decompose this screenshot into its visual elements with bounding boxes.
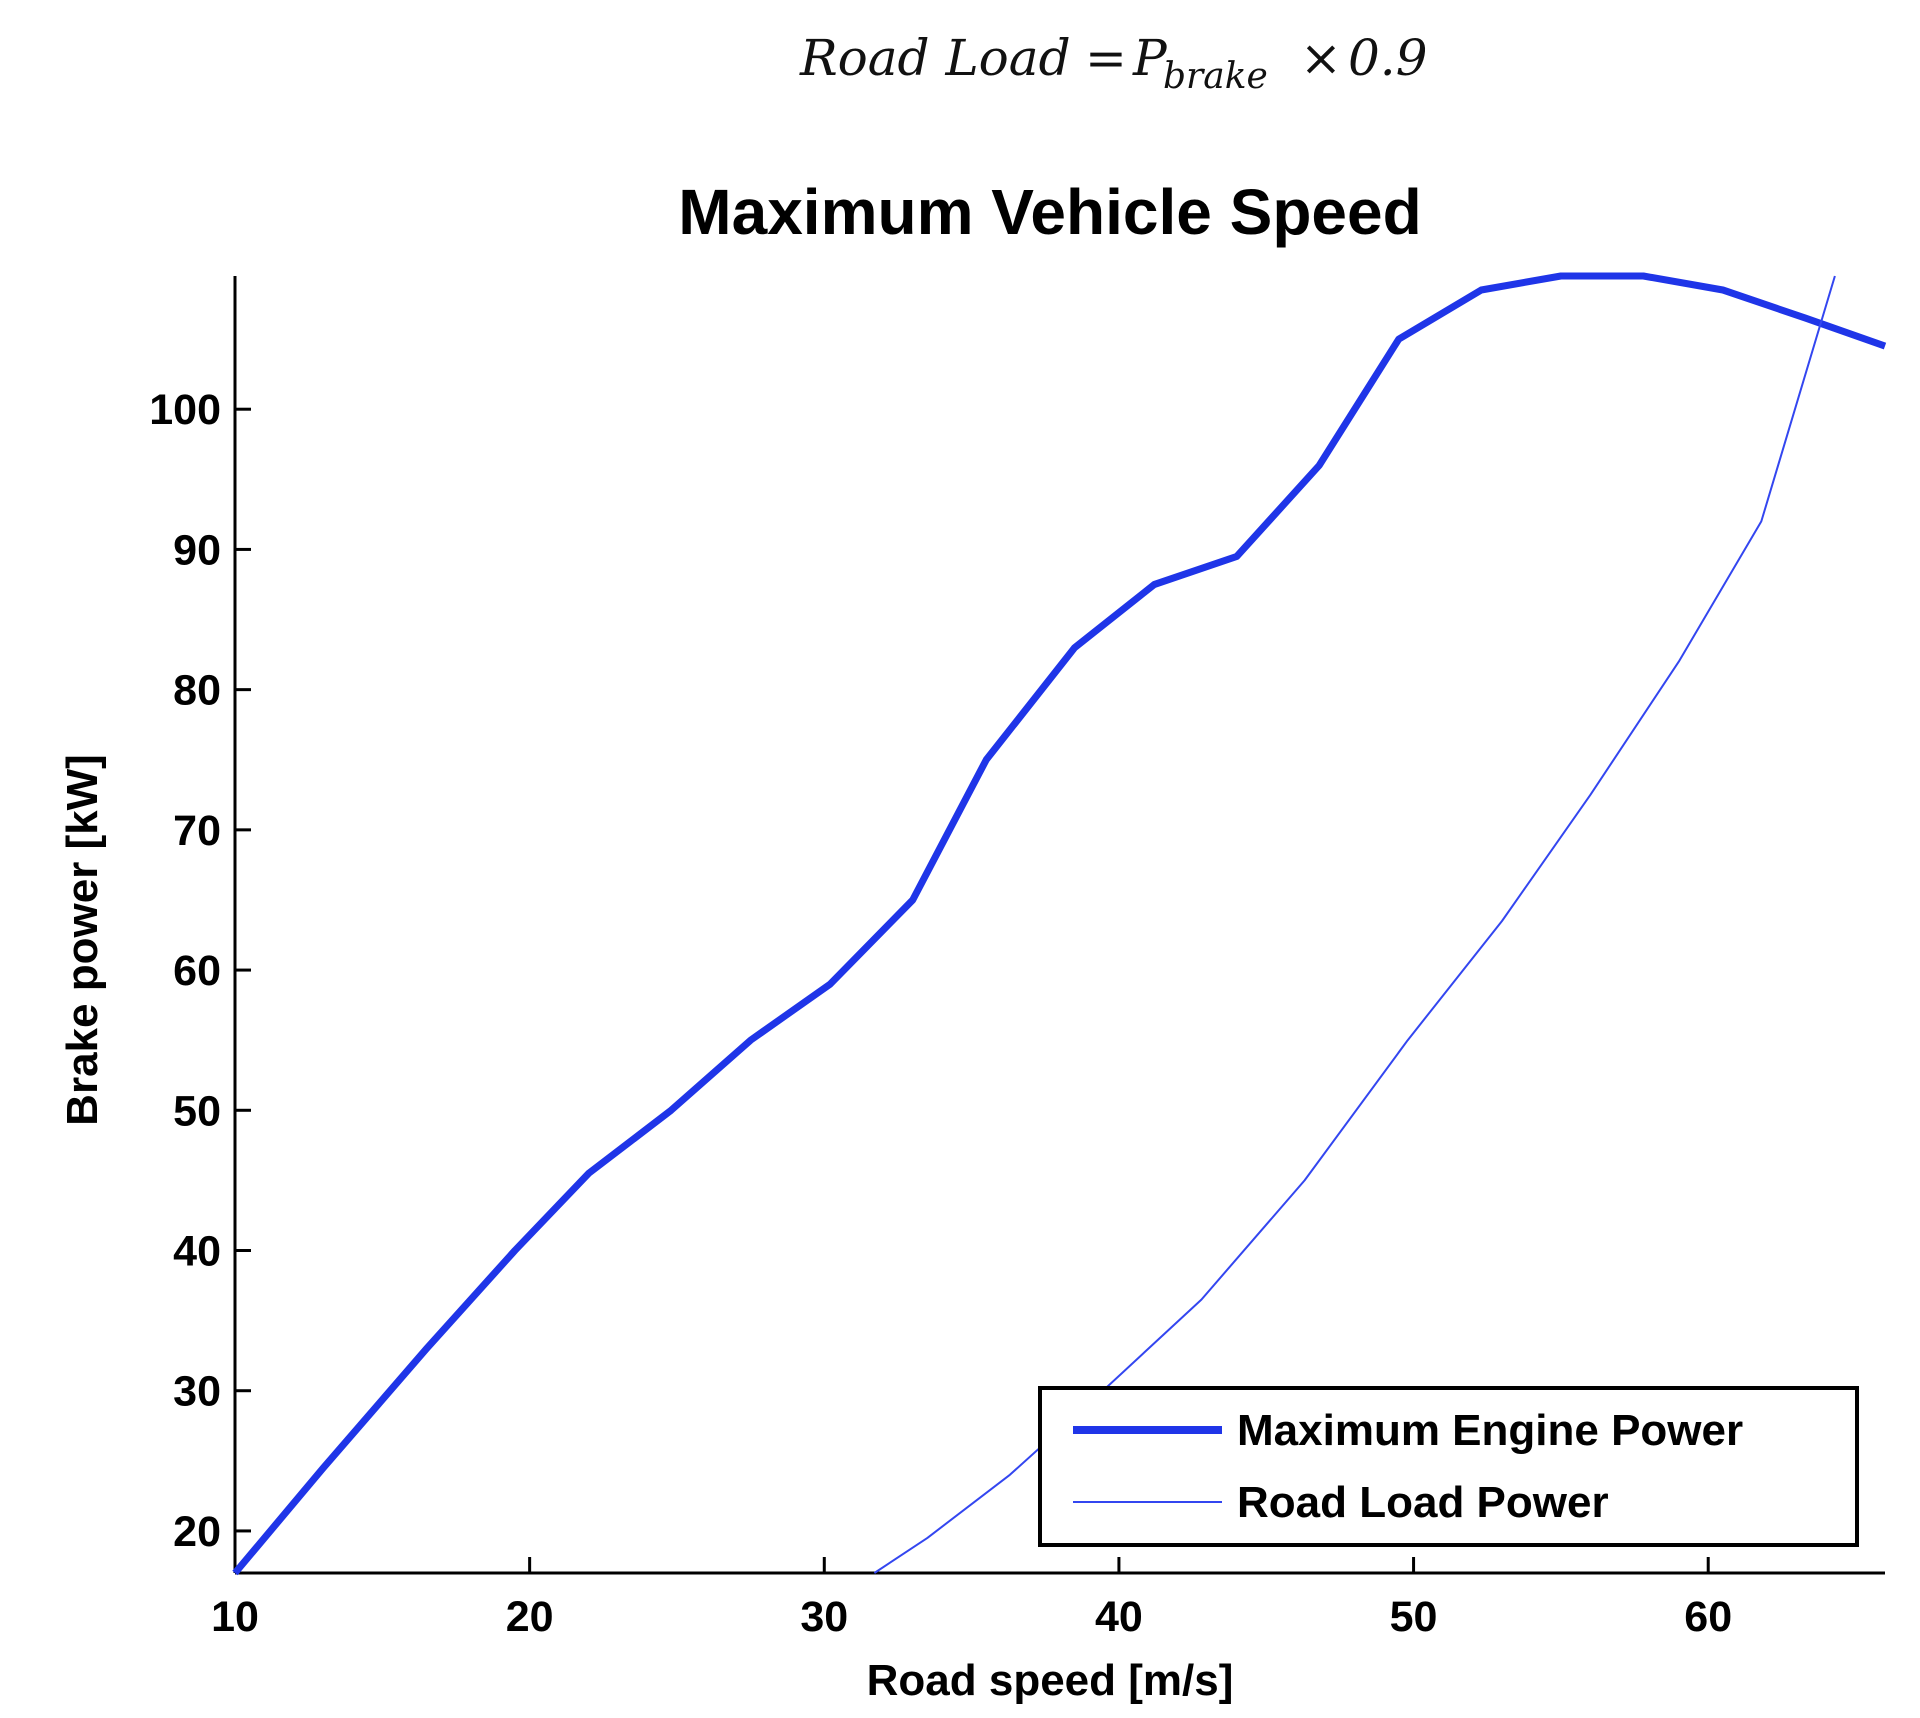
x-tick-label: 20: [506, 1593, 554, 1641]
y-tick-label: 60: [173, 947, 221, 995]
y-tick-label: 30: [173, 1368, 221, 1416]
x-tick-label: 40: [1095, 1593, 1143, 1641]
series-line-maximum-engine-power: [232, 272, 1887, 1576]
series-group: [232, 272, 1887, 1576]
series-line-road-load-power: [873, 275, 1836, 1574]
legend: Maximum Engine Power Road Load Power: [1038, 1386, 1859, 1547]
formula-lhs: Road Load: [799, 29, 1071, 87]
y-tick-label: 80: [173, 667, 221, 715]
legend-box: [1038, 1386, 1859, 1547]
y-tick-label: 70: [173, 807, 221, 855]
x-tick-label: 60: [1684, 1593, 1732, 1641]
formula: Road Load = P brake × 0.9: [799, 29, 1428, 97]
y-tick-label: 40: [173, 1228, 221, 1276]
x-tick-label: 30: [800, 1593, 848, 1641]
x-axis-label: Road speed [m/s]: [867, 1656, 1234, 1705]
formula-times: ×: [1300, 29, 1342, 87]
y-tick-label: 100: [149, 386, 221, 434]
x-tick-label: 10: [211, 1593, 259, 1641]
y-tick-label: 20: [173, 1508, 221, 1556]
x-tick-label: 50: [1390, 1593, 1438, 1641]
legend-label-road-load-power: Road Load Power: [1237, 1478, 1609, 1527]
y-tick-label: 90: [173, 526, 221, 574]
formula-p: P: [1132, 29, 1168, 87]
chart-title: Maximum Vehicle Speed: [678, 176, 1421, 248]
formula-factor: 0.9: [1348, 29, 1428, 87]
formula-subscript: brake: [1163, 56, 1268, 97]
y-axis-label: Brake power [kW]: [58, 754, 107, 1126]
legend-label-maximum-engine-power: Maximum Engine Power: [1237, 1406, 1743, 1455]
formula-equals: =: [1085, 29, 1127, 87]
ticks: 10 20 30 40 50 60 20 30 40 50 60 70 80 90 100: [149, 386, 1732, 1641]
y-tick-label: 50: [173, 1087, 221, 1135]
